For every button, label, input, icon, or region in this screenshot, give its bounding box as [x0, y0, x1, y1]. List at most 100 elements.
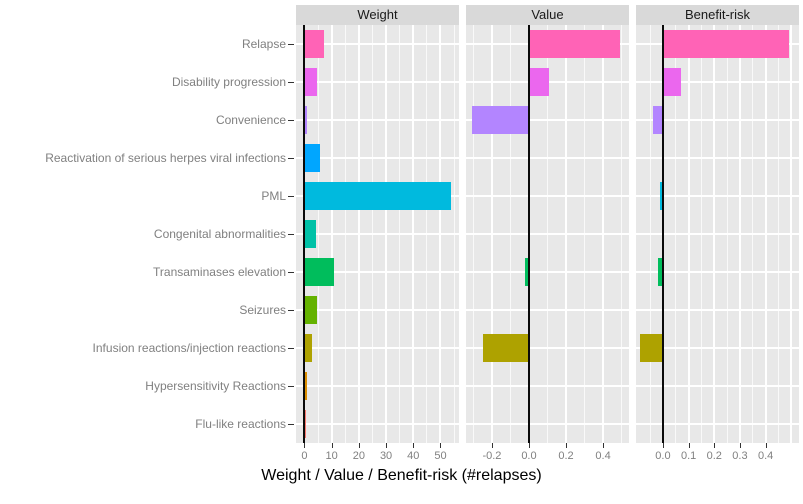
- x-tick-mark: [765, 443, 767, 448]
- gridline-minor: [752, 25, 754, 443]
- x-tick-mark: [662, 443, 664, 448]
- gridline-horizontal: [296, 271, 459, 273]
- gridline-major: [439, 25, 442, 443]
- y-tick-mark: [288, 44, 294, 45]
- x-tick-label: 0.4: [757, 450, 774, 462]
- gridline-minor: [675, 25, 677, 443]
- x-tick-label: 0.2: [706, 450, 722, 462]
- zero-line: [527, 25, 530, 443]
- x-tick-mark: [739, 443, 741, 448]
- bar-value-transaminases-elevation: [525, 258, 529, 286]
- x-tick-label: 0.1: [680, 450, 697, 462]
- x-tick-label: 10: [325, 450, 338, 462]
- gridline-horizontal: [296, 43, 459, 45]
- facet-strip-benefit-risk: Benefit-risk: [636, 5, 799, 25]
- gridline-minor: [726, 25, 728, 443]
- gridline-major: [738, 25, 741, 443]
- gridline-minor: [453, 25, 455, 443]
- category-label-flu-like-reactions: Flu-like reactions: [195, 417, 286, 431]
- gridline-horizontal: [296, 233, 459, 235]
- gridline-major: [602, 25, 605, 443]
- x-tick-label: 0: [301, 450, 308, 462]
- bar-benefit-risk-relapse: [662, 30, 789, 58]
- facet-title-benefit-risk: Benefit-risk: [684, 7, 751, 22]
- category-label-disability-progression: Disability progression: [171, 75, 286, 89]
- x-tick-label: 20: [352, 450, 365, 462]
- x-tick-label: 40: [407, 450, 420, 462]
- bar-weight-congenital-abnormalities: [304, 220, 317, 248]
- gridline-major: [713, 25, 716, 443]
- gridline-horizontal: [636, 385, 799, 387]
- gridline-major: [330, 25, 333, 443]
- gridline-major: [412, 25, 415, 443]
- y-tick-mark: [288, 158, 294, 159]
- y-tick-mark: [288, 272, 294, 273]
- bar-weight-transaminases-elevation: [304, 258, 335, 286]
- x-axis-title: Weight / Value / Benefit-risk (#relapses…: [261, 467, 542, 484]
- gridline-minor: [621, 25, 623, 443]
- x-tick-label: 0.0: [521, 450, 537, 462]
- category-label-infusion-reactions-injection-reactions: Infusion reactions/injection reactions: [92, 341, 286, 355]
- gridline-horizontal: [636, 271, 799, 273]
- x-tick-label: 0.2: [558, 450, 574, 462]
- x-tick-mark: [528, 443, 530, 448]
- panel-benefit-risk: [636, 25, 799, 443]
- bar-value-convenience: [471, 106, 529, 134]
- y-tick-mark: [288, 348, 294, 349]
- x-tick-mark: [566, 443, 568, 448]
- y-tick-mark: [288, 196, 294, 197]
- y-tick-mark: [288, 234, 294, 235]
- category-label-relapse: Relapse: [241, 37, 286, 51]
- facet-title-weight: Weight: [357, 7, 398, 22]
- category-label-pml: PML: [261, 189, 286, 203]
- category-label-reactivation-of-serious-herpes-viral-infections: Reactivation of serious herpes viral inf…: [45, 151, 286, 165]
- gridline-horizontal: [296, 157, 459, 159]
- gridline-horizontal: [636, 423, 799, 425]
- bar-weight-disability-progression: [304, 68, 317, 96]
- bar-weight-pml: [304, 182, 452, 210]
- bar-weight-relapse: [304, 30, 325, 58]
- category-label-transaminases-elevation: Transaminases elevation: [153, 265, 286, 279]
- bar-weight-seizures: [304, 296, 318, 324]
- gridline-horizontal: [636, 157, 799, 159]
- bar-weight-convenience: [304, 106, 308, 134]
- x-tick-mark: [440, 443, 442, 448]
- bar-value-infusion-reactions-injection-reactions: [482, 334, 529, 362]
- gridline-horizontal: [296, 385, 459, 387]
- bar-benefit-risk-pml: [660, 182, 663, 210]
- gridline-horizontal: [636, 119, 799, 121]
- gridline-minor: [426, 25, 428, 443]
- x-tick-mark: [358, 443, 360, 448]
- bar-value-relapse: [528, 30, 620, 58]
- gridline-minor: [649, 25, 651, 443]
- x-tick-mark: [688, 443, 690, 448]
- zero-line: [661, 25, 664, 443]
- bar-benefit-risk-convenience: [652, 106, 663, 134]
- gridline-major: [490, 25, 493, 443]
- category-label-convenience: Convenience: [215, 113, 286, 127]
- facet-title-value: Value: [531, 7, 564, 22]
- gridline-major: [687, 25, 690, 443]
- gridline-major: [565, 25, 568, 443]
- gridline-major: [385, 25, 388, 443]
- gridline-minor: [700, 25, 702, 443]
- gridline-minor: [584, 25, 586, 443]
- x-tick-label: 0.3: [732, 450, 748, 462]
- category-label-seizures: Seizures: [239, 303, 286, 317]
- bar-value-disability-progression: [528, 68, 550, 96]
- gridline-horizontal: [636, 81, 799, 83]
- zero-line: [303, 25, 306, 443]
- gridline-minor: [344, 25, 346, 443]
- gridline-minor: [547, 25, 548, 443]
- y-tick-mark: [288, 82, 294, 83]
- y-tick-mark: [288, 424, 294, 425]
- x-tick-mark: [304, 443, 306, 448]
- gridline-horizontal: [636, 195, 799, 197]
- gridline-horizontal: [296, 347, 459, 349]
- x-tick-mark: [714, 443, 716, 448]
- y-tick-mark: [288, 386, 294, 387]
- gridline-horizontal: [296, 423, 459, 425]
- x-tick-mark: [603, 443, 605, 448]
- gridline-horizontal: [636, 347, 799, 349]
